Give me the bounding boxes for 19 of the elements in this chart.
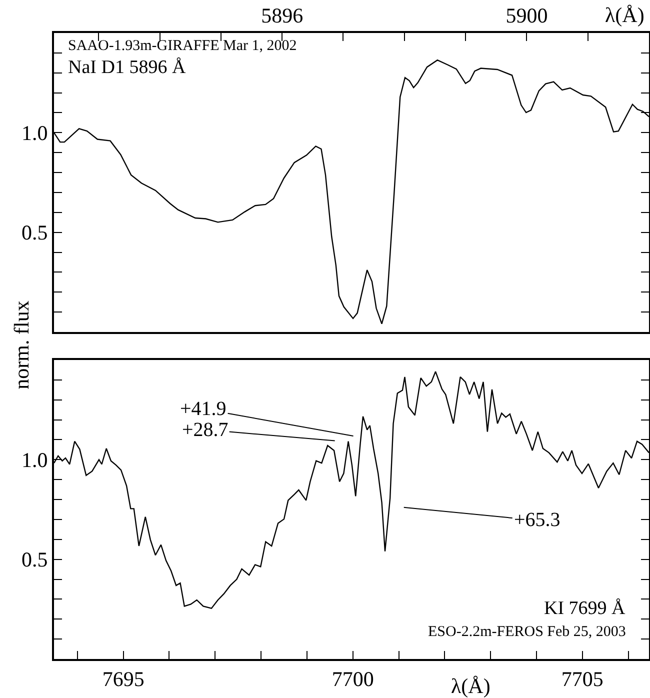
y-tick-label: 0.5 <box>22 548 48 572</box>
y-axis-title: norm. flux <box>10 300 34 390</box>
annotation: NaI D1 5896 Å <box>68 57 186 78</box>
x-tick-label: 7695 <box>102 667 144 692</box>
annotation: ESO-2.2m-FEROS Feb 25, 2003 <box>428 624 626 640</box>
annotation: +41.9 <box>180 398 226 420</box>
x-tick-label: 7700 <box>332 667 374 692</box>
x-tick-label: 7705 <box>561 667 604 692</box>
y-tick-label: 1.0 <box>22 448 48 472</box>
annotation: SAAO-1.93m-GIRAFFE Mar 1, 2002 <box>68 38 297 54</box>
annotation: +65.3 <box>514 509 560 531</box>
annotation: KI 7699 Å <box>544 598 626 619</box>
x-tick-label: 5896 <box>261 4 304 28</box>
x-tick-label: 5900 <box>506 4 548 28</box>
x-axis-title: λ(Å) <box>451 674 490 698</box>
annotation: +28.7 <box>182 419 228 441</box>
y-tick-label: 1.0 <box>22 121 48 146</box>
x-axis-title: λ(Å) <box>605 3 644 27</box>
y-tick-label: 0.5 <box>22 220 48 245</box>
